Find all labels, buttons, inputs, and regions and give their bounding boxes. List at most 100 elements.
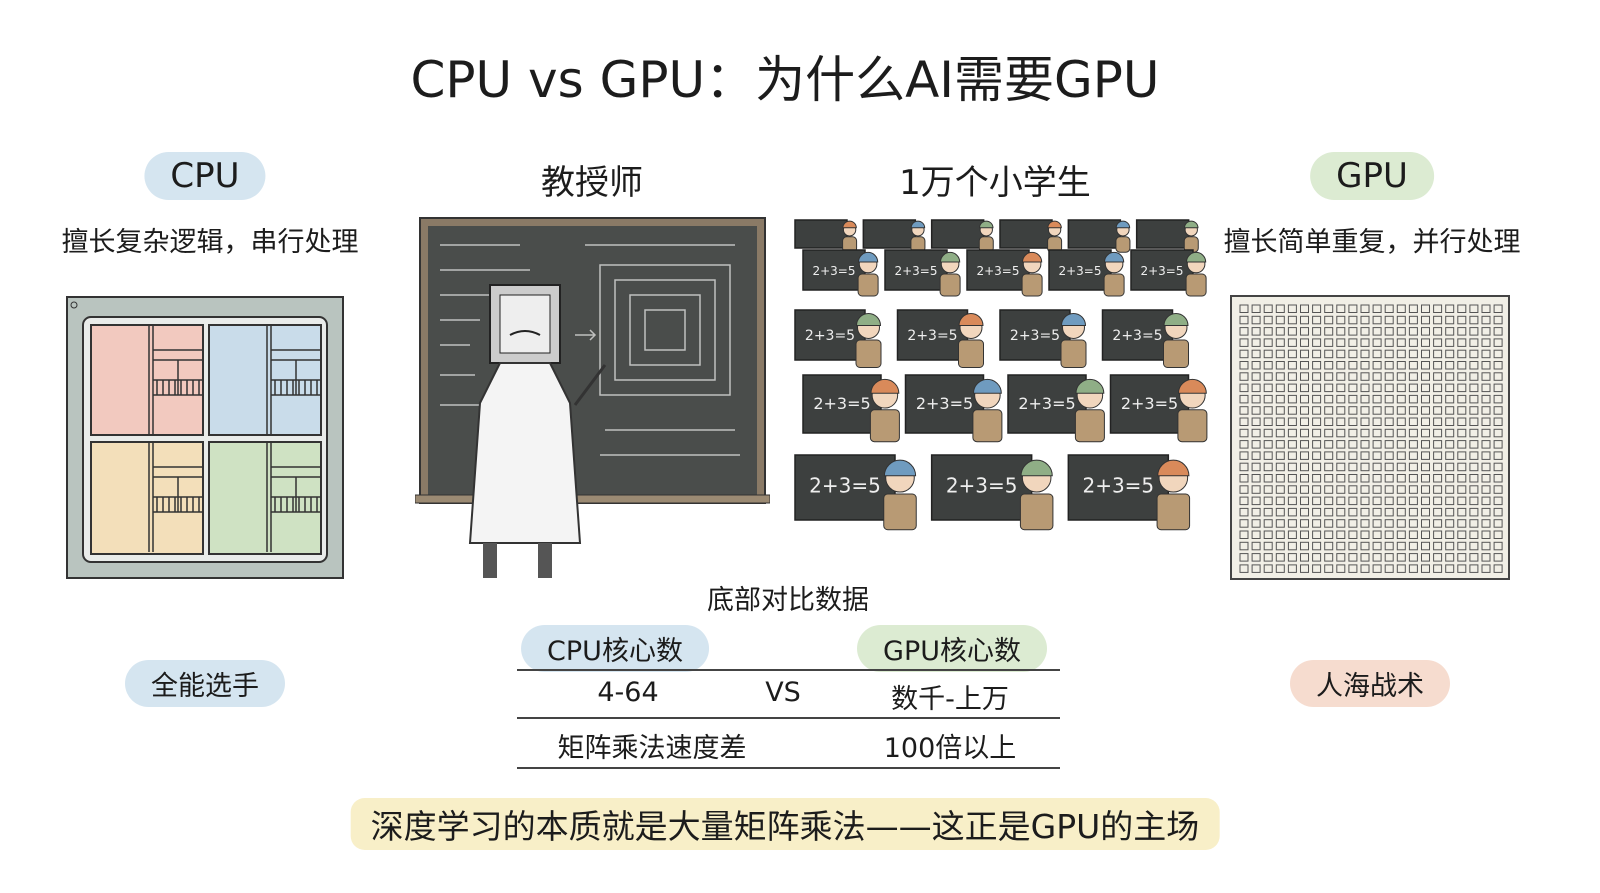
gpu-core-cell (1348, 519, 1358, 528)
gpu-core-cell (1360, 327, 1370, 336)
gpu-core-cell (1300, 394, 1309, 404)
cpu-chip-illustration (66, 296, 344, 579)
gpu-core-cell (1457, 553, 1467, 562)
gpu-core-cell (1287, 462, 1297, 472)
gpu-core-cell (1481, 383, 1491, 393)
gpu-core-cell (1408, 315, 1418, 325)
gpu-core-cell (1457, 383, 1467, 393)
cpu-tag: 全能选手 (125, 660, 285, 707)
gpu-core-cell (1384, 496, 1394, 506)
gpu-core-cell (1360, 451, 1370, 460)
gpu-core-cell (1396, 530, 1406, 539)
gpu-core-cell (1324, 372, 1334, 381)
gpu-core-cell (1469, 519, 1479, 528)
gpu-core-cell (1457, 474, 1467, 483)
gpu-core-cell (1493, 519, 1503, 528)
gpu-core-cell (1469, 507, 1479, 517)
gpu-core-cell (1275, 485, 1285, 494)
student (999, 219, 1063, 253)
header-gpu-cores: GPU核心数 (857, 625, 1047, 672)
gpu-core-cell (1324, 428, 1334, 438)
gpu-core-cell (1239, 361, 1249, 370)
vs-label: VS (765, 677, 801, 708)
gpu-core-cell (1481, 361, 1491, 370)
gpu-core-cell (1481, 507, 1491, 517)
gpu-core-cell (1348, 541, 1358, 551)
gpu-core-cell (1239, 304, 1249, 313)
gpu-core-cell (1433, 519, 1443, 528)
table-divider (517, 717, 1060, 719)
gpu-core-cell (1384, 394, 1394, 404)
gpu-core-cell (1312, 406, 1322, 415)
gpu-core-cell (1324, 338, 1334, 347)
gpu-core-cell (1469, 564, 1479, 573)
gpu-core-cell (1445, 474, 1455, 483)
gpu-core-cell (1251, 519, 1261, 528)
gpu-core-cell (1372, 361, 1382, 370)
gpu-core-cell (1433, 372, 1443, 381)
gpu-core-cell (1469, 553, 1479, 562)
gpu-core-cell (1263, 349, 1273, 359)
gpu-core-cell (1312, 553, 1322, 562)
gpu-core-cell (1336, 474, 1346, 483)
gpu-core-cell (1457, 304, 1467, 313)
gpu-core-cell (1300, 553, 1309, 562)
gpu-core-cell (1336, 394, 1346, 404)
gpu-core-cell (1481, 519, 1491, 528)
gpu-core-cell (1348, 507, 1358, 517)
gpu-core-cell (1312, 372, 1322, 381)
gpu-core-cell (1275, 519, 1285, 528)
gpu-core-cell (1396, 462, 1406, 472)
gpu-core-cell (1433, 507, 1443, 517)
gpu-core-cell (1408, 496, 1418, 506)
gpu-core-cell (1251, 474, 1261, 483)
gpu-core-cell (1336, 361, 1346, 370)
gpu-core-cell (1372, 553, 1382, 562)
gpu-core-cell (1263, 485, 1273, 494)
gpu-core-cell (1348, 451, 1358, 460)
gpu-core-cell (1287, 507, 1297, 517)
board-text: 2+3=5 (1121, 394, 1178, 413)
gpu-core-cell (1336, 406, 1346, 415)
gpu-core-cell (1360, 462, 1370, 472)
gpu-core-cell (1481, 349, 1491, 359)
student: 2+3=5 (999, 309, 1087, 368)
gpu-core-cell (1372, 417, 1382, 426)
gpu-core-cell (1312, 485, 1322, 494)
gpu-core-cell (1360, 496, 1370, 506)
gpu-core-cell (1445, 507, 1455, 517)
gpu-core-cell (1360, 406, 1370, 415)
gpu-core-cell (1324, 417, 1334, 426)
gpu-core-cell (1372, 496, 1382, 506)
gpu-core-cell (1493, 428, 1503, 438)
gpu-core-cell (1433, 451, 1443, 460)
gpu-core-cell (1275, 372, 1285, 381)
gpu-core-cell (1384, 451, 1394, 460)
gpu-core-cell (1396, 304, 1406, 313)
gpu-core-cell (1275, 338, 1285, 347)
gpu-core-cell (1360, 507, 1370, 517)
gpu-core-cell (1300, 451, 1309, 460)
gpu-core-cell (1469, 361, 1479, 370)
gpu-core-cell (1324, 485, 1334, 494)
gpu-core-cell (1493, 361, 1503, 370)
board-text: 2+3=5 (1010, 328, 1060, 344)
gpu-core-cell (1336, 507, 1346, 517)
gpu-core-cell (1275, 440, 1285, 449)
gpu-core-cell (1384, 530, 1394, 539)
gpu-core-cell (1421, 507, 1430, 517)
gpu-core-cell (1445, 327, 1455, 336)
gpu-core-cell (1469, 440, 1479, 449)
gpu-core-cell (1348, 315, 1358, 325)
gpu-core-cell (1239, 519, 1249, 528)
gpu-core-cell (1469, 428, 1479, 438)
gpu-core-cell (1445, 485, 1455, 494)
gpu-core-cell (1336, 485, 1346, 494)
gpu-core-cell (1348, 304, 1358, 313)
student: 2+3=5 (930, 454, 1054, 531)
gpu-core-cell (1493, 530, 1503, 539)
gpu-core-cell (1493, 507, 1503, 517)
gpu-core-cell (1433, 383, 1443, 393)
gpu-core-cell (1445, 553, 1455, 562)
gpu-core-cell (1457, 394, 1467, 404)
